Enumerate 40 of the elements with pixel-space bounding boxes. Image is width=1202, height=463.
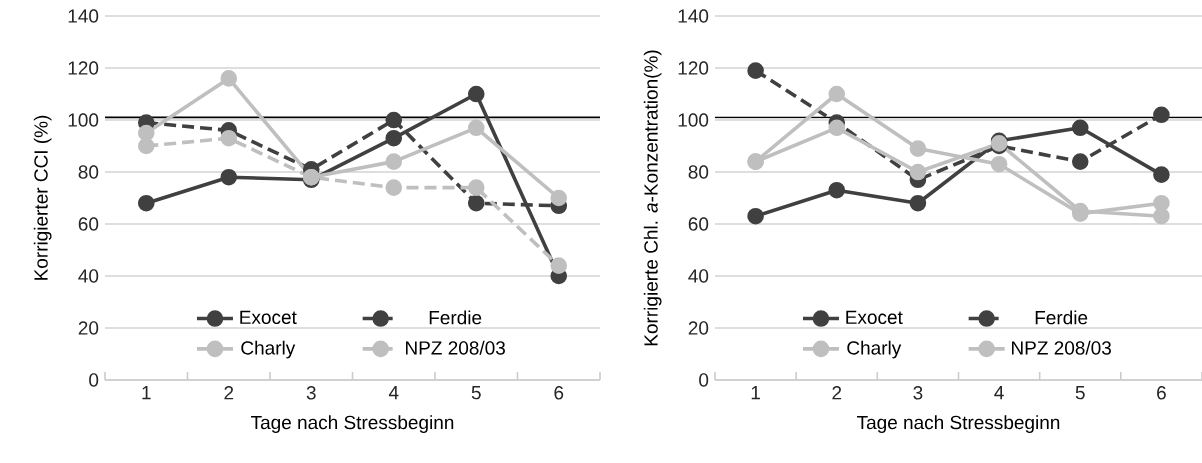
y-tick-label: 0 xyxy=(699,373,709,387)
y-tick-label: 100 xyxy=(68,113,99,127)
y-tick-label: 120 xyxy=(68,61,99,75)
legend-label: Ferdie xyxy=(1035,310,1088,325)
x-tick-label: 1 xyxy=(142,386,151,400)
y-tick-label: 140 xyxy=(678,9,709,23)
y-axis-title: Korrigierter CCI (%) xyxy=(33,115,52,280)
y-tick-label: 100 xyxy=(678,113,709,127)
x-axis-title: Tage nach Stressbeginn xyxy=(251,415,454,433)
x-tick-label: 6 xyxy=(1157,386,1166,400)
legend-label: Charly xyxy=(847,340,902,359)
x-tick-label: 5 xyxy=(1075,386,1085,400)
legend-label: Charly xyxy=(241,340,296,359)
y-tick-label: 20 xyxy=(78,321,99,335)
y-tick-label: 60 xyxy=(78,217,99,231)
y-tick-label: 80 xyxy=(688,165,709,179)
y-tick-label: 40 xyxy=(78,269,99,283)
legend-label: Exocet xyxy=(846,310,903,325)
x-tick-label: 2 xyxy=(832,386,842,400)
y-tick-label: 20 xyxy=(688,321,709,335)
x-tick-label: 1 xyxy=(751,386,760,400)
x-tick-label: 6 xyxy=(554,386,564,400)
x-tick-label: 5 xyxy=(471,386,481,400)
legend-label: NPZ 208/03 xyxy=(1012,340,1111,355)
y-tick-label: 40 xyxy=(688,269,709,283)
legend-label: Exocet xyxy=(240,310,297,325)
x-tick-label: 2 xyxy=(224,386,234,400)
y-tick-label: 0 xyxy=(89,373,99,387)
legend-label: NPZ 208/03 xyxy=(406,340,505,355)
y-tick-label: 140 xyxy=(68,9,99,23)
y-tick-label: 60 xyxy=(688,217,709,231)
x-tick-label: 4 xyxy=(388,386,399,400)
x-tick-label: 4 xyxy=(994,386,1004,400)
legend-label: Ferdie xyxy=(429,310,482,325)
y-tick-label: 80 xyxy=(78,165,99,179)
y-axis-title: Korrigierte Chl. a-Konzentration(%) xyxy=(643,50,662,346)
x-tick-label: 3 xyxy=(913,386,923,400)
y-tick-label: 120 xyxy=(678,61,709,75)
x-axis-title: Tage nach Stressbeginn xyxy=(857,415,1060,433)
x-tick-label: 3 xyxy=(306,386,316,400)
